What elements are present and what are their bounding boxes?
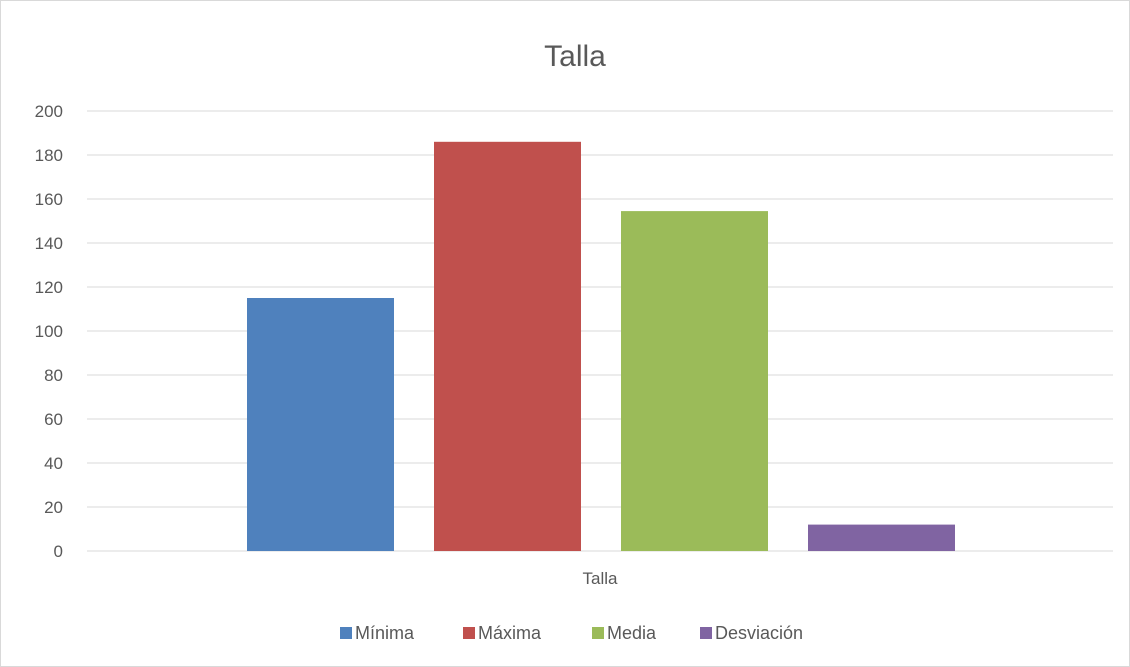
bar-desviación	[808, 524, 955, 551]
x-axis: Talla	[583, 569, 619, 588]
gridlines	[87, 110, 1113, 552]
chart-title: Talla	[544, 40, 606, 73]
bar-mínima	[247, 298, 394, 551]
bar-máxima	[434, 141, 581, 552]
y-tick-label: 40	[44, 454, 63, 473]
bars	[247, 141, 955, 552]
x-category-label: Talla	[583, 569, 619, 588]
legend-item: Mínima	[340, 623, 415, 643]
legend-item: Desviación	[700, 623, 803, 643]
legend-swatch	[463, 627, 475, 639]
y-tick-label: 100	[35, 322, 63, 341]
y-tick-label: 200	[35, 102, 63, 121]
legend-label: Desviación	[715, 623, 803, 643]
legend: Mínima Máxima Media Desviación	[340, 623, 803, 643]
legend-swatch	[592, 627, 604, 639]
y-tick-label: 60	[44, 410, 63, 429]
legend-item: Máxima	[463, 623, 542, 643]
legend-item: Media	[592, 623, 657, 643]
legend-swatch	[340, 627, 352, 639]
legend-swatch	[700, 627, 712, 639]
y-tick-label: 180	[35, 146, 63, 165]
y-tick-label: 120	[35, 278, 63, 297]
y-tick-label: 160	[35, 190, 63, 209]
legend-label: Media	[607, 623, 657, 643]
y-tick-label: 140	[35, 234, 63, 253]
bar-media	[621, 211, 768, 551]
y-tick-label: 80	[44, 366, 63, 385]
legend-label: Mínima	[355, 623, 415, 643]
y-tick-label: 0	[54, 542, 63, 561]
y-axis: 0 20 40 60 80 100 120 140 160 180 200	[35, 102, 63, 561]
legend-label: Máxima	[478, 623, 542, 643]
y-tick-label: 20	[44, 498, 63, 517]
